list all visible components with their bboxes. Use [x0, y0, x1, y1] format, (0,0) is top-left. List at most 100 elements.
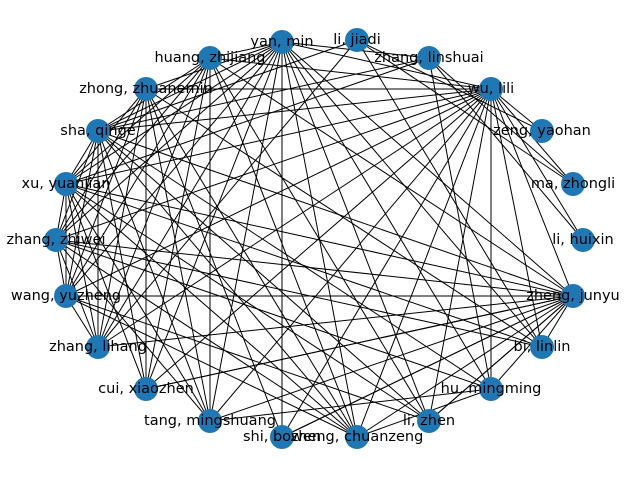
node-label-zheng_junyu: zheng, junyu: [526, 288, 620, 304]
node-wang_yuzheng[interactable]: [54, 284, 78, 308]
node-label-yan_min: yan, min: [250, 34, 313, 50]
edge-xu_yuanjian-zhang_lihang: [65, 183, 99, 348]
node-label-zhang_lihang: zhang, lihang: [49, 339, 147, 355]
node-zhong_zhuanemin[interactable]: [134, 77, 158, 101]
node-li_zhen[interactable]: [417, 409, 441, 433]
edge-wu_lili-bi_linlin: [490, 88, 543, 348]
node-hu_mingming[interactable]: [479, 377, 503, 401]
edge-wu_lili-zheng_junyu: [490, 88, 574, 297]
edge-zheng_junyu-li_zhen: [428, 295, 574, 422]
edge-cui_xiaozhen-wu_lili: [145, 88, 492, 390]
edge-zheng_chuanzeng-zheng_junyu: [356, 295, 574, 438]
node-zhang_linshuai[interactable]: [417, 46, 441, 70]
edge-yan_min-tang_mingshuang: [209, 41, 283, 422]
edge-huang_zhijiang-zhang_lihang: [97, 57, 211, 348]
node-bi_linlin[interactable]: [530, 335, 554, 359]
edge-yan_min-xu_yuanjian: [65, 41, 283, 185]
edge-zhang_linshuai-li_huixin: [428, 57, 584, 241]
edge-zhang_zhiwei-hu_mingming: [55, 239, 492, 390]
node-label-li_jiadi: li, jiadi: [333, 32, 380, 48]
node-label-tang_mingshuang: tang, mingshuang: [144, 413, 276, 429]
edge-zhong_zhuanemin-tang_mingshuang: [145, 88, 211, 422]
node-label-zhang_zhiwei: zhang, zhiwei: [7, 232, 106, 248]
node-cui_xiaozhen[interactable]: [134, 377, 158, 401]
edge-zheng_junyu-shi_bowen: [281, 295, 574, 438]
edge-zhong_zhuanemin-zhang_zhiwei: [55, 88, 147, 241]
edge-tang_mingshuang-wu_lili: [209, 88, 492, 422]
edge-zhong_zhuanemin-zheng_chuanzeng: [145, 88, 358, 438]
edge-sha_qinge-tang_mingshuang: [97, 130, 211, 422]
edge-sha_qinge-zheng_chuanzeng: [97, 130, 358, 438]
edge-zhang_linshuai-sha_qinge: [97, 57, 430, 132]
edge-li_jiadi-sha_qinge: [97, 39, 358, 132]
edge-wang_yuzheng-wu_lili: [65, 88, 492, 297]
node-zhang_zhiwei[interactable]: [44, 228, 68, 252]
edge-zhang_zhiwei-bi_linlin: [55, 239, 543, 348]
edge-zhang_linshuai-hu_mingming: [428, 57, 492, 390]
node-zheng_chuanzeng[interactable]: [345, 425, 369, 449]
edge-zhang_linshuai-xu_yuanjian: [65, 57, 430, 185]
node-label-ma_zhongli: ma, zhongli: [531, 176, 615, 192]
edge-wu_lili-li_huixin: [490, 88, 584, 241]
edge-li_zhen-wu_lili: [428, 88, 492, 422]
edge-sha_qinge-zheng_junyu: [97, 130, 574, 297]
edge-sha_qinge-li_zhen: [97, 130, 430, 422]
node-zeng_yaohan[interactable]: [530, 119, 554, 143]
edge-yan_min-hu_mingming: [281, 41, 492, 390]
edge-yan_min-zheng_junyu: [281, 41, 574, 297]
node-label-hu_mingming: hu, mingming: [441, 381, 542, 397]
node-li_jiadi[interactable]: [345, 28, 369, 52]
node-label-cui_xiaozhen: cui, xiaozhen: [98, 381, 194, 397]
node-ma_zhongli[interactable]: [561, 172, 585, 196]
edge-yan_min-wang_yuzheng: [65, 41, 283, 297]
node-label-wang_yuzheng: wang, yuzheng: [11, 288, 121, 304]
edge-xu_yuanjian-cui_xiaozhen: [65, 183, 147, 390]
node-yan_min[interactable]: [270, 30, 294, 54]
edge-wang_yuzheng-zheng_chuanzeng: [65, 295, 358, 438]
edge-xu_yuanjian-zheng_junyu: [65, 183, 574, 297]
edge-zhang_zhiwei-wu_lili: [55, 88, 492, 241]
edge-li_jiadi-bi_linlin: [356, 39, 543, 348]
edge-wang_yuzheng-li_zhen: [65, 295, 430, 422]
node-label-huang_zhijiang: huang, zhijiang: [154, 50, 265, 66]
edge-huang_zhijiang-xu_yuanjian: [65, 57, 211, 185]
node-label-wu_lili: wu, lili: [468, 81, 514, 97]
node-label-zeng_yaohan: zeng, yaohan: [493, 123, 591, 139]
edge-zhong_zhuanemin-shi_bowen: [145, 88, 283, 438]
node-layer: [44, 28, 595, 449]
edge-xu_yuanjian-bi_linlin: [65, 183, 543, 348]
edge-sha_qinge-wang_yuzheng: [65, 130, 99, 297]
edge-zhong_zhuanemin-bi_linlin: [145, 88, 543, 348]
edge-li_jiadi-zeng_yaohan: [356, 39, 543, 132]
edge-zhang_linshuai-ma_zhongli: [428, 57, 574, 185]
node-shi_bowen[interactable]: [270, 425, 294, 449]
edge-huang_zhijiang-zheng_chuanzeng: [209, 57, 358, 438]
edge-zhang_lihang-zheng_junyu: [97, 295, 574, 348]
node-label-li_zhen: li, zhen: [403, 413, 455, 429]
node-label-zhong_zhuanemin: zhong, zhuanemin: [79, 81, 213, 97]
node-zheng_junyu[interactable]: [561, 284, 585, 308]
node-sha_qinge[interactable]: [86, 119, 110, 143]
edge-tang_mingshuang-zheng_junyu: [209, 295, 574, 422]
edge-zhong_zhuanemin-zhang_lihang: [97, 88, 147, 348]
node-label-zhang_linshuai: zhang, linshuai: [374, 50, 483, 66]
node-li_huixin[interactable]: [571, 228, 595, 252]
node-label-li_huixin: li, huixin: [552, 232, 613, 248]
node-xu_yuanjian[interactable]: [54, 172, 78, 196]
node-tang_mingshuang[interactable]: [198, 409, 222, 433]
node-zhang_lihang[interactable]: [86, 335, 110, 359]
node-huang_zhijiang[interactable]: [198, 46, 222, 70]
node-wu_lili[interactable]: [479, 77, 503, 101]
edge-yan_min-li_zhen: [281, 41, 430, 422]
edge-sha_qinge-wu_lili: [97, 88, 492, 132]
edge-huang_zhijiang-wu_lili: [209, 57, 492, 90]
edge-huang_zhijiang-wang_yuzheng: [65, 57, 211, 297]
edge-tang_mingshuang-hu_mingming: [209, 388, 492, 422]
node-label-xu_yuanjian: xu, yuanjian: [22, 176, 111, 192]
edge-yan_min-huang_zhijiang: [209, 41, 283, 59]
edge-yan_min-sha_qinge: [97, 41, 283, 132]
edge-zheng_junyu-cui_xiaozhen: [145, 295, 574, 390]
edge-li_jiadi-zhang_lihang: [97, 39, 358, 348]
edge-li_jiadi-ma_zhongli: [356, 39, 574, 185]
